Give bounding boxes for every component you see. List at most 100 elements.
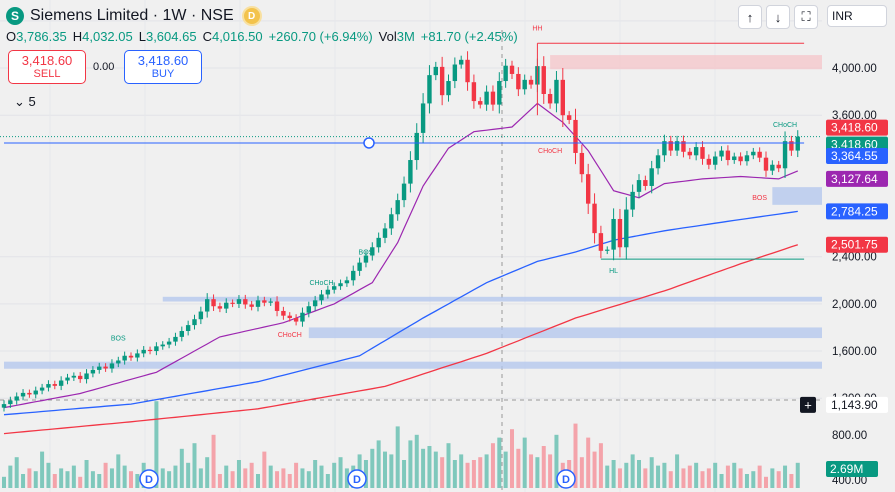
volume-bar bbox=[637, 460, 641, 488]
candle-body bbox=[687, 151, 692, 156]
candle-body bbox=[300, 312, 305, 322]
candle-body bbox=[332, 286, 337, 290]
buy-button[interactable]: 3,418.60 BUY bbox=[124, 50, 202, 84]
volume-bar bbox=[319, 465, 324, 488]
candle-body bbox=[579, 152, 585, 175]
price-tick-label: 1,600.00 bbox=[832, 346, 877, 358]
currency-select[interactable]: INR bbox=[827, 5, 887, 27]
ohlc-value: +260.70 (+6.94%) bbox=[268, 29, 373, 44]
volume-bar bbox=[249, 462, 254, 488]
volume-bar bbox=[154, 401, 159, 488]
candle-body bbox=[122, 355, 127, 361]
price-label-box bbox=[826, 170, 888, 187]
candle-body bbox=[624, 209, 629, 248]
volume-bar bbox=[84, 460, 89, 488]
dividend-marker[interactable] bbox=[139, 469, 159, 489]
candle-body bbox=[274, 301, 280, 311]
price-axis[interactable]: 4,400.004,000.003,600.002,400.002,000.00… bbox=[800, 0, 895, 492]
volume-bar bbox=[586, 437, 591, 488]
candle-body bbox=[681, 141, 686, 152]
candle-body bbox=[293, 318, 299, 322]
dividend-badge[interactable]: D bbox=[241, 6, 262, 26]
candle-body bbox=[58, 380, 64, 386]
candle-body bbox=[370, 247, 375, 256]
volume-bar bbox=[738, 468, 743, 488]
volume-bar bbox=[510, 429, 514, 488]
candle-body bbox=[478, 101, 483, 105]
candle-body bbox=[84, 373, 89, 380]
volume-bar bbox=[268, 465, 273, 488]
volume-bar bbox=[484, 454, 489, 488]
candle-body bbox=[655, 155, 661, 169]
candle-body bbox=[357, 262, 362, 271]
volume-bar bbox=[776, 471, 781, 488]
price-label-box bbox=[826, 119, 888, 136]
candle-body bbox=[46, 384, 51, 388]
volume-bar bbox=[662, 462, 667, 488]
candle-body bbox=[605, 249, 610, 251]
volume-bar bbox=[611, 460, 616, 488]
volume-bar bbox=[338, 457, 343, 488]
candle-body bbox=[401, 183, 407, 201]
volume-bar bbox=[700, 471, 705, 488]
dividend-marker[interactable] bbox=[556, 469, 576, 489]
candle-body bbox=[649, 168, 654, 186]
candle-body bbox=[560, 79, 565, 116]
volume-bar bbox=[65, 471, 70, 488]
volume-bar bbox=[414, 434, 419, 488]
candle-body bbox=[90, 369, 96, 374]
candle-body bbox=[351, 270, 356, 281]
volume-bar bbox=[516, 448, 521, 488]
crosshair-price-box bbox=[826, 396, 888, 413]
arrow-down-icon: ↓ bbox=[774, 9, 782, 25]
volume-bar bbox=[167, 471, 172, 488]
volume-bar bbox=[389, 454, 394, 488]
volume-bar bbox=[211, 434, 216, 488]
candle-body bbox=[97, 366, 102, 370]
candle-body bbox=[713, 156, 718, 165]
volume-bar bbox=[605, 465, 610, 488]
candle-body bbox=[484, 91, 489, 105]
volume-bar bbox=[751, 471, 756, 488]
candle-body bbox=[414, 132, 419, 161]
candle-body bbox=[20, 392, 26, 397]
annotation-label: CHoCH bbox=[278, 332, 302, 339]
candle-body bbox=[205, 299, 210, 312]
candle-body bbox=[39, 387, 45, 391]
volume-bar bbox=[478, 457, 483, 488]
fullscreen-button[interactable]: ⛶ bbox=[794, 5, 818, 29]
symbol-header[interactable]: S Siemens Limited · 1W · NSE D bbox=[6, 5, 262, 27]
candle-body bbox=[147, 349, 153, 352]
price-label: 3,364.55 bbox=[831, 149, 878, 163]
level-handle bbox=[363, 137, 375, 149]
volume-bar bbox=[452, 460, 457, 488]
volume-bar bbox=[192, 443, 197, 488]
annotation-label: CHoCH bbox=[773, 122, 797, 129]
indicators-toggle[interactable]: ⌄ 5 bbox=[14, 94, 36, 110]
arrow-up-button[interactable]: ↑ bbox=[738, 5, 762, 29]
volume-bar bbox=[573, 423, 578, 488]
ohlc-key: O bbox=[6, 29, 17, 44]
candle-body bbox=[693, 147, 699, 156]
candle-body bbox=[109, 363, 115, 369]
volume-bar bbox=[90, 471, 95, 488]
candle-body bbox=[776, 164, 781, 169]
volume-bar bbox=[109, 468, 114, 488]
candle-body bbox=[395, 200, 400, 215]
candle-body bbox=[33, 390, 38, 395]
ohlc-key: Vol bbox=[378, 29, 397, 44]
symbol-title[interactable]: Siemens Limited · 1W · NSE bbox=[30, 7, 234, 24]
volume-bar bbox=[694, 462, 699, 488]
arrow-down-button[interactable]: ↓ bbox=[766, 5, 790, 29]
candle-body bbox=[65, 377, 70, 381]
candle-body bbox=[795, 136, 800, 151]
dividend-marker[interactable] bbox=[347, 469, 367, 489]
candle-body bbox=[185, 325, 191, 331]
sell-button[interactable]: 3,418.60 SELL bbox=[8, 50, 86, 84]
volume-bar bbox=[643, 468, 648, 488]
crosshair-price-label: 1,143.90 bbox=[831, 398, 878, 412]
arrow-up-icon: ↑ bbox=[746, 9, 754, 25]
volume-bar bbox=[440, 457, 445, 488]
